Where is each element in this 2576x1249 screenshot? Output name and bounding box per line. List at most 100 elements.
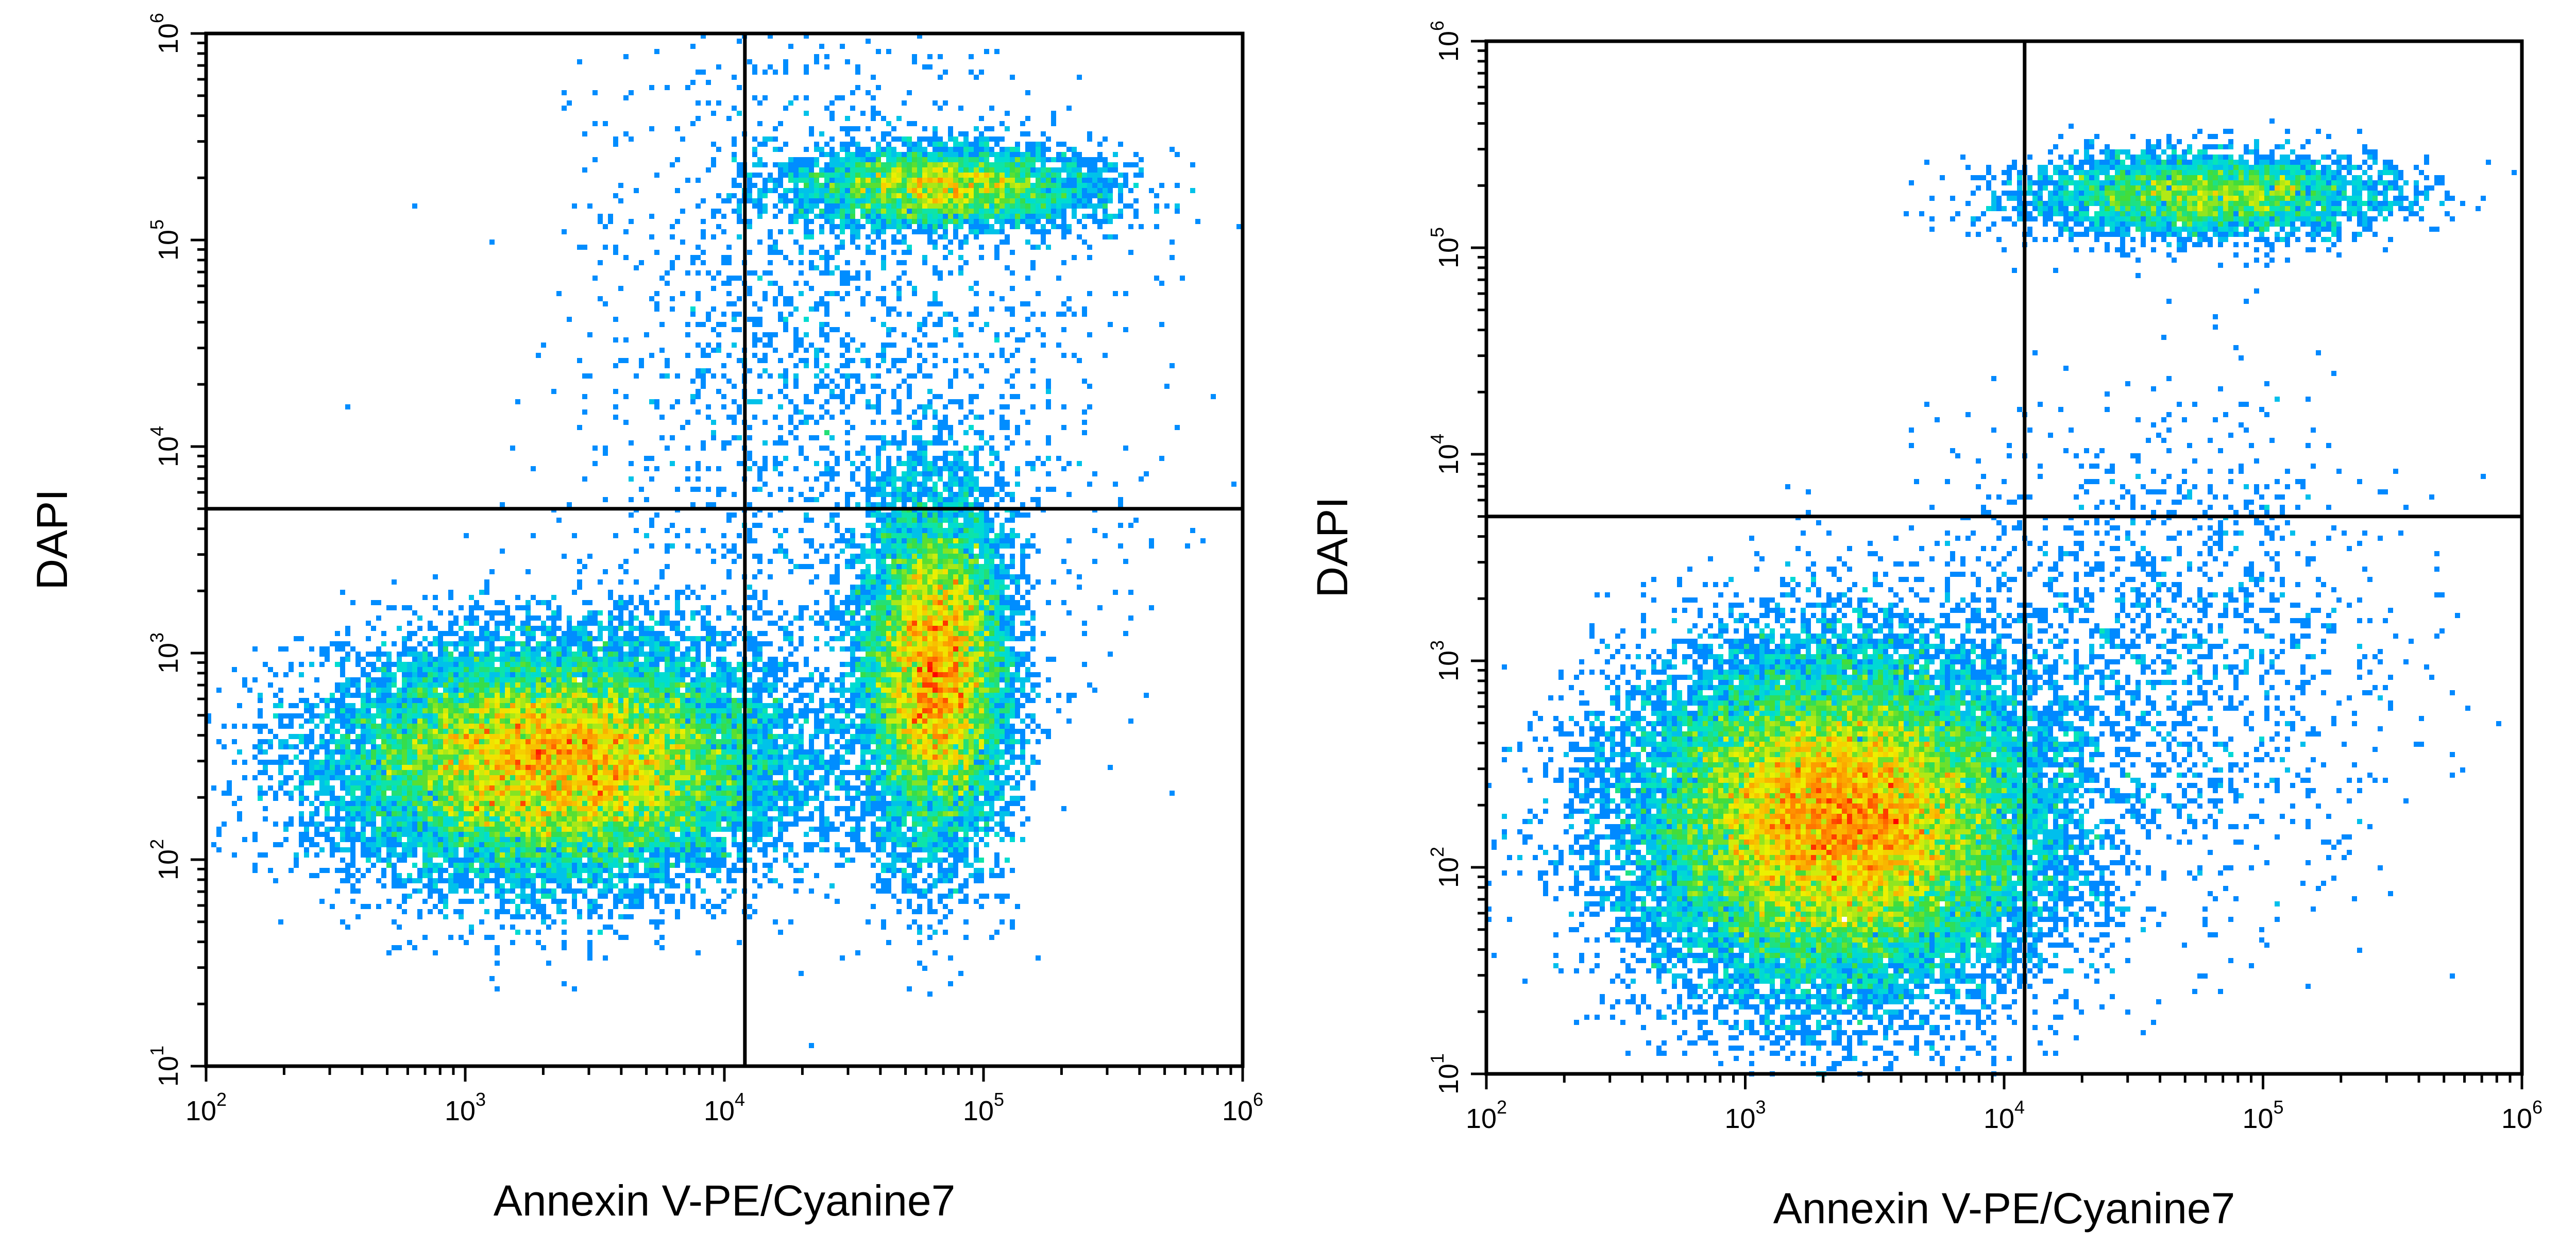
density-point <box>613 682 618 688</box>
density-point <box>984 178 989 183</box>
density-point <box>999 528 1005 533</box>
density-point <box>999 296 1005 301</box>
density-point <box>943 512 948 518</box>
density-point <box>613 615 618 621</box>
density-point <box>896 291 902 296</box>
density-point <box>860 343 866 348</box>
density-point <box>701 682 706 688</box>
density-point <box>732 610 737 615</box>
density-point <box>459 662 464 667</box>
density-point <box>850 564 855 569</box>
density-point <box>974 152 979 157</box>
density-point <box>582 646 587 652</box>
density-point <box>938 528 943 533</box>
density-point <box>1164 203 1170 209</box>
density-point <box>902 162 907 167</box>
density-point <box>963 368 969 373</box>
density-point <box>1103 188 1108 193</box>
density-point <box>896 574 902 579</box>
density-point <box>871 152 876 157</box>
density-point <box>1103 234 1108 239</box>
density-point <box>443 657 448 662</box>
density-point <box>891 152 896 157</box>
density-point <box>933 126 938 131</box>
density-point <box>793 239 799 245</box>
density-point <box>938 523 943 528</box>
density-point <box>366 621 371 626</box>
density-point <box>984 147 989 152</box>
density-point <box>948 646 953 652</box>
density-point <box>866 657 871 662</box>
density-point <box>567 657 572 662</box>
density-point <box>963 600 969 605</box>
density-point <box>448 682 453 688</box>
density-point <box>489 677 495 682</box>
density-point <box>974 682 979 688</box>
density-point <box>891 162 896 167</box>
density-point <box>860 672 866 677</box>
density-point <box>881 590 886 595</box>
density-point <box>706 677 711 682</box>
density-point <box>886 193 891 198</box>
density-point <box>963 461 969 466</box>
density-point <box>953 631 958 636</box>
density-point <box>953 147 958 152</box>
density-point <box>721 440 726 446</box>
density-point <box>1036 157 1041 162</box>
density-point <box>829 136 835 142</box>
density-point <box>958 209 963 214</box>
density-point <box>804 147 809 152</box>
density-point <box>912 440 917 446</box>
density-point <box>891 363 896 368</box>
density-point <box>1020 152 1025 157</box>
density-point <box>963 142 969 147</box>
density-point <box>1180 276 1185 281</box>
density-point <box>860 559 866 564</box>
density-point <box>685 646 690 652</box>
density-point <box>824 322 829 327</box>
density-point <box>963 234 969 239</box>
density-point <box>927 672 933 677</box>
density-point <box>623 662 629 667</box>
density-point <box>969 652 974 657</box>
density-point <box>979 626 984 631</box>
density-point <box>613 317 618 322</box>
density-point <box>629 440 634 446</box>
density-point <box>974 615 979 621</box>
density-point <box>819 214 824 219</box>
density-point <box>984 214 989 219</box>
density-point <box>768 682 773 688</box>
density-point <box>896 461 902 466</box>
density-point <box>963 677 969 682</box>
density-point <box>567 615 572 621</box>
density-point <box>1025 301 1030 306</box>
density-point <box>701 198 706 203</box>
density-point <box>572 677 577 682</box>
density-point <box>603 652 608 657</box>
density-point <box>896 626 902 631</box>
density-point <box>799 188 804 193</box>
density-point <box>927 239 933 245</box>
density-point <box>809 188 814 193</box>
density-point <box>1010 533 1015 538</box>
density-point <box>762 296 768 301</box>
density-point <box>479 662 484 667</box>
density-point <box>1010 662 1015 667</box>
density-point <box>1025 461 1030 466</box>
density-point <box>1056 157 1061 162</box>
density-point <box>907 600 912 605</box>
density-point <box>804 95 809 100</box>
density-point <box>989 409 994 415</box>
density-point <box>788 157 793 162</box>
density-point <box>453 662 459 667</box>
density-point <box>999 585 1005 590</box>
density-point <box>711 626 716 631</box>
density-point <box>999 404 1005 409</box>
density-point <box>1061 224 1066 229</box>
density-point <box>948 595 953 600</box>
density-point <box>850 533 855 538</box>
density-point <box>912 528 917 533</box>
density-point <box>974 430 979 435</box>
density-point <box>917 353 922 358</box>
density-point <box>958 605 963 610</box>
